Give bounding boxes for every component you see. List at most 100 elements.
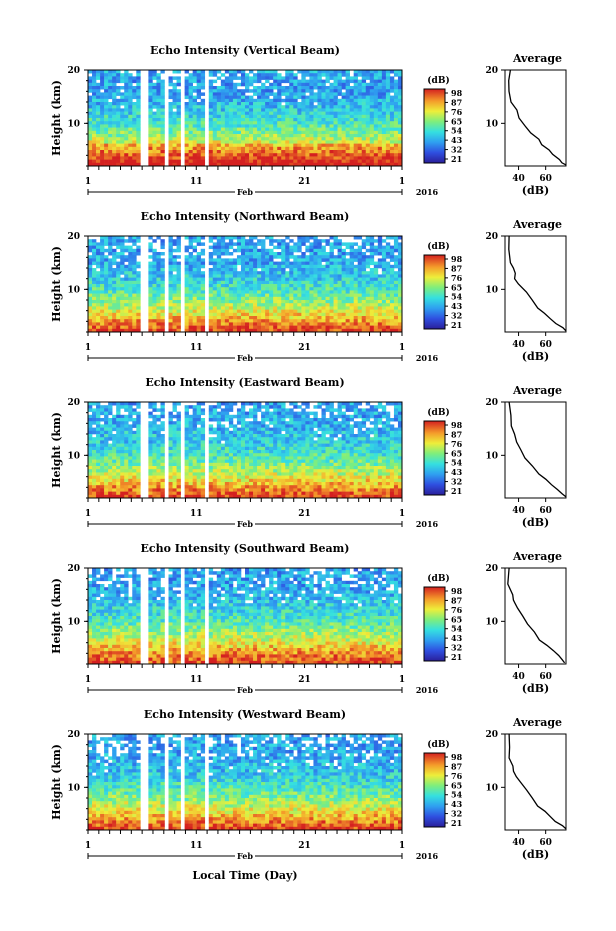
- colorbar-tick-label: 21: [451, 818, 462, 828]
- beam-panel-3: Echo Intensity (Southward Beam) 20 10 Heigh…: [50, 542, 567, 695]
- y-tick-label: 10: [67, 617, 80, 627]
- colorbar-tick-label: 43: [451, 301, 463, 311]
- panel-title: Echo Intensity (Westward Beam): [144, 708, 346, 721]
- colorbar-tick-label: 87: [451, 761, 462, 771]
- x-tick-label: 21: [298, 509, 311, 519]
- y-axis-label: Height (km): [50, 744, 63, 820]
- heatmap-frame: [87, 567, 403, 665]
- x-tick-label: 1: [85, 841, 91, 851]
- profile-xlabel: (dB): [522, 516, 549, 529]
- colorbar-tick-label: 65: [451, 116, 462, 126]
- colorbar-label: (dB): [427, 739, 449, 750]
- colorbar-tick-label: 65: [451, 282, 462, 292]
- colorbar-tick-label: 32: [451, 643, 462, 653]
- colorbar-tick-label: 87: [451, 429, 462, 439]
- profile-y-tick-label: 10: [485, 119, 498, 129]
- heatmap-cells: [88, 236, 403, 333]
- colorbar-tick-label: 43: [451, 799, 463, 809]
- year-label: 2016: [416, 353, 439, 363]
- colorbar-tick-label: 21: [451, 154, 462, 164]
- colorbar-tick-label: 76: [451, 605, 463, 615]
- x-tick-label: 1: [85, 177, 91, 187]
- y-tick-label: 10: [67, 119, 80, 129]
- profile-frame: [504, 733, 567, 831]
- colorbar: [423, 420, 446, 496]
- panel-title: Echo Intensity (Vertical Beam): [150, 44, 340, 57]
- colorbar-tick-label: 32: [451, 311, 462, 321]
- heatmap-cells: [88, 402, 403, 499]
- heatmap-cells: [88, 568, 403, 665]
- profile-xlabel: (dB): [522, 848, 549, 861]
- x-tick-label: 1: [399, 509, 405, 519]
- beam-panel-0: Echo Intensity (Vertical Beam) 20 10 Height…: [50, 44, 567, 197]
- profile-y-tick-label: 20: [485, 730, 498, 740]
- colorbar: [423, 88, 446, 164]
- profile-frame: [504, 235, 567, 333]
- colorbar-tick-label: 87: [451, 595, 462, 605]
- figure-xlabel: Local Time (Day): [192, 869, 297, 882]
- colorbar: [423, 586, 446, 662]
- profile-line: [508, 69, 567, 166]
- profile-title: Average: [512, 218, 562, 231]
- profile-y-tick-label: 10: [485, 451, 498, 461]
- profile-line: [508, 401, 567, 498]
- profile-title: Average: [512, 384, 562, 397]
- colorbar-label: (dB): [427, 573, 449, 584]
- profile-xlabel: (dB): [522, 350, 549, 363]
- colorbar-tick-label: 76: [451, 273, 463, 283]
- profile-line: [507, 567, 566, 664]
- x-tick-label: 11: [190, 841, 203, 851]
- x-tick-label: 1: [399, 675, 405, 685]
- x-tick-label: 1: [399, 343, 405, 353]
- x-tick-label: 1: [399, 841, 405, 851]
- profile-frame: [504, 69, 567, 167]
- profile-line: [508, 235, 567, 332]
- profile-x-tick-label: 40: [512, 340, 525, 350]
- month-label: Feb: [237, 187, 253, 197]
- profile-frame: [504, 401, 567, 499]
- y-axis-label: Height (km): [50, 412, 63, 488]
- profile-y-tick-label: 20: [485, 232, 498, 242]
- x-tick-label: 1: [85, 509, 91, 519]
- colorbar-tick-label: 32: [451, 477, 462, 487]
- colorbar-tick-label: 87: [451, 263, 462, 273]
- colorbar-tick-label: 76: [451, 107, 463, 117]
- y-tick-label: 20: [67, 730, 80, 740]
- heatmap-frame: [87, 733, 403, 831]
- colorbar-tick-label: 43: [451, 633, 463, 643]
- colorbar-tick-label: 98: [451, 420, 463, 430]
- heatmap-frame: [87, 235, 403, 333]
- colorbar-label: (dB): [427, 241, 449, 252]
- panel-title: Echo Intensity (Eastward Beam): [145, 376, 344, 389]
- x-tick-label: 1: [399, 177, 405, 187]
- beam-panel-4: Echo Intensity (Westward Beam) 20 10 Height…: [50, 708, 567, 861]
- y-tick-label: 20: [67, 66, 80, 76]
- profile-y-tick-label: 20: [485, 564, 498, 574]
- profile-frame: [504, 567, 567, 665]
- year-label: 2016: [416, 519, 439, 529]
- beam-panel-2: Echo Intensity (Eastward Beam) 20 10 Height…: [50, 376, 567, 529]
- y-tick-label: 20: [67, 398, 80, 408]
- profile-xlabel: (dB): [522, 184, 549, 197]
- profile-x-tick-label: 60: [539, 672, 552, 682]
- month-label: Feb: [237, 519, 253, 529]
- year-label: 2016: [416, 685, 439, 695]
- x-tick-label: 21: [298, 343, 311, 353]
- panel-title: Echo Intensity (Northward Beam): [141, 210, 350, 223]
- colorbar: [423, 254, 446, 330]
- x-tick-label: 1: [85, 675, 91, 685]
- y-tick-label: 10: [67, 285, 80, 295]
- profile-x-tick-label: 40: [512, 838, 525, 848]
- y-tick-label: 10: [67, 451, 80, 461]
- profile-x-tick-label: 40: [512, 672, 525, 682]
- heatmap-cells: [88, 70, 403, 167]
- colorbar-tick-label: 54: [451, 292, 463, 302]
- profile-title: Average: [512, 716, 562, 729]
- colorbar-tick-label: 98: [451, 254, 463, 264]
- x-tick-label: 11: [190, 177, 203, 187]
- profile-x-tick-label: 60: [539, 340, 552, 350]
- x-tick-label: 1: [85, 343, 91, 353]
- y-axis-label: Height (km): [50, 246, 63, 322]
- y-tick-label: 20: [67, 232, 80, 242]
